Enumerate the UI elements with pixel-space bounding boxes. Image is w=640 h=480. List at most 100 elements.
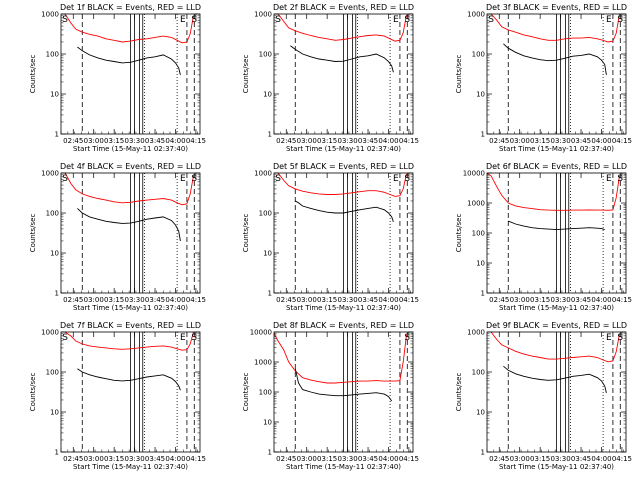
marker-label: E <box>393 15 399 25</box>
x-tick-label: 04:15 <box>186 455 206 463</box>
marker-label: S <box>191 333 197 343</box>
y-axis-label: Counts/sec <box>455 55 463 94</box>
x-tick-label: 03:45 <box>571 455 591 463</box>
y-axis-label: Counts/sec <box>242 55 250 94</box>
panel-det-6: Det 6f BLACK = Events, RED = LLD E S 1 10 100… <box>455 162 632 312</box>
y-tick-label: 1 <box>55 131 59 139</box>
y-tick-label: 1 <box>481 449 485 457</box>
y-tick-label: 1 <box>268 449 272 457</box>
marker-label: S <box>191 15 197 25</box>
marker-label: S <box>275 174 281 184</box>
x-tick-label: 02:45 <box>276 137 296 145</box>
x-tick-label: 02:45 <box>276 455 296 463</box>
x-tick-label: 03:00 <box>510 137 530 145</box>
events-series-line <box>290 45 394 73</box>
x-tick-label: 03:45 <box>145 137 165 145</box>
events-series-line <box>294 368 393 402</box>
y-tick-label: 10 <box>263 419 272 427</box>
y-tick-label: 100 <box>46 51 59 59</box>
panel-det-8: Det 8f BLACK = Events, RED = LLD S 1 10 100 1… <box>242 321 419 471</box>
x-tick-label: 04:00 <box>591 296 611 304</box>
y-tick-label: 1 <box>55 449 59 457</box>
plot-area <box>490 332 621 452</box>
x-tick-label: 03:15 <box>317 455 337 463</box>
x-axis-label: Start Time (15-May-11 02:37:40) <box>499 145 614 153</box>
plot-area <box>64 332 195 452</box>
y-tick-label: 1000 <box>41 11 59 19</box>
marker-label: S <box>62 15 68 25</box>
x-axis-label: Start Time (15-May-11 02:37:40) <box>286 145 401 153</box>
y-axis-label: Counts/sec <box>29 214 37 253</box>
y-tick-label: 10 <box>50 250 59 258</box>
x-tick-label: 03:30 <box>337 137 357 145</box>
x-tick-label: 04:00 <box>591 455 611 463</box>
x-tick-label: 02:45 <box>276 296 296 304</box>
axes-frame <box>273 13 414 135</box>
x-tick-label: 04:15 <box>399 455 419 463</box>
marker-label: S <box>617 333 623 343</box>
x-tick-label: 04:15 <box>612 137 632 145</box>
x-tick-label: 04:15 <box>612 296 632 304</box>
y-tick-label: 10 <box>50 91 59 99</box>
x-axis-label: Start Time (15-May-11 02:37:40) <box>286 463 401 471</box>
lld-series-line <box>277 173 407 197</box>
plot-area <box>487 173 621 293</box>
x-axis-label: Start Time (15-May-11 02:37:40) <box>499 463 614 471</box>
x-tick-label: 03:15 <box>530 296 550 304</box>
x-tick-label: 03:45 <box>145 455 165 463</box>
events-series-line <box>508 220 605 231</box>
x-tick-label: 03:45 <box>358 137 378 145</box>
plot-area <box>64 14 195 134</box>
panel-title: Det 1f BLACK = Events, RED = LLD <box>60 3 201 12</box>
axes-frame <box>60 172 201 294</box>
x-tick-label: 04:00 <box>378 455 398 463</box>
panel-title: Det 7f BLACK = Events, RED = LLD <box>60 321 201 330</box>
x-tick-label: 03:30 <box>550 137 570 145</box>
y-tick-label: 100 <box>472 51 485 59</box>
y-tick-label: 10000 <box>463 170 485 178</box>
x-tick-label: 03:45 <box>145 296 165 304</box>
x-tick-label: 03:30 <box>124 455 144 463</box>
x-tick-label: 03:15 <box>104 137 124 145</box>
x-tick-label: 03:00 <box>510 455 530 463</box>
x-tick-label: 03:45 <box>358 296 378 304</box>
x-tick-label: 03:45 <box>571 296 591 304</box>
y-tick-label: 1 <box>481 290 485 298</box>
x-tick-label: 03:30 <box>337 296 357 304</box>
axes-frame <box>486 13 627 135</box>
y-tick-label: 10 <box>476 91 485 99</box>
y-tick-label: 1 <box>268 131 272 139</box>
y-tick-label: 100 <box>472 369 485 377</box>
events-series-line <box>295 200 394 223</box>
lld-series-line <box>490 14 620 43</box>
y-tick-label: 100 <box>472 230 485 238</box>
marker-label: S <box>275 15 281 25</box>
axes-frame <box>273 172 414 294</box>
y-tick-label: 1000 <box>41 170 59 178</box>
x-tick-label: 03:30 <box>550 455 570 463</box>
x-tick-label: 02:45 <box>489 455 509 463</box>
events-series-line <box>77 208 181 242</box>
y-axis-label: Counts/sec <box>455 214 463 253</box>
lld-series-line <box>64 14 194 44</box>
panel-det-9: Det 9f BLACK = Events, RED = LLD E S 1 10 100… <box>455 321 632 471</box>
x-tick-label: 02:45 <box>63 455 83 463</box>
y-tick-label: 1000 <box>254 11 272 19</box>
y-tick-label: 10 <box>263 91 272 99</box>
plot-area <box>277 14 408 134</box>
y-tick-label: 1 <box>55 290 59 298</box>
y-tick-label: 1000 <box>467 11 485 19</box>
panel-title: Det 9f BLACK = Events, RED = LLD <box>486 321 627 330</box>
marker-label: E <box>393 174 399 184</box>
y-tick-label: 10 <box>263 250 272 258</box>
marker-label: S <box>404 15 410 25</box>
y-tick-label: 1000 <box>467 200 485 208</box>
y-tick-label: 1000 <box>467 329 485 337</box>
events-series-line <box>77 368 181 391</box>
marker-label: S <box>191 174 197 184</box>
lld-series-line <box>274 333 407 384</box>
panel-title: Det 2f BLACK = Events, RED = LLD <box>273 3 414 12</box>
